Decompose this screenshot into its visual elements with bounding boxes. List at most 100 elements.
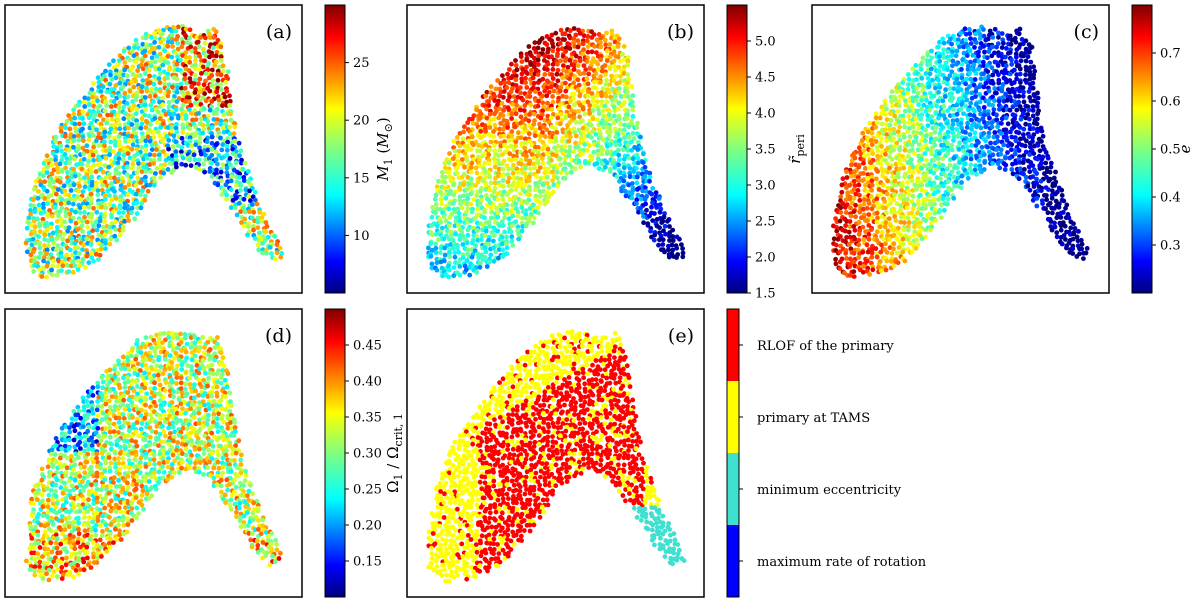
scatter-point: [969, 170, 975, 175]
scatter-point: [486, 220, 492, 225]
scatter-point: [81, 156, 87, 162]
scatter-point: [53, 247, 59, 253]
scatter-point: [192, 90, 198, 95]
scatter-point: [157, 80, 163, 86]
scatter-point: [143, 193, 148, 199]
scatter-point: [492, 160, 498, 165]
scatter-point: [192, 46, 198, 51]
scatter-point: [209, 174, 215, 179]
scatter-point: [967, 132, 973, 137]
scatter-point: [200, 122, 206, 128]
scatter-point: [500, 113, 506, 118]
scatter-point: [500, 204, 506, 210]
scatter-point: [909, 142, 915, 148]
scatter-point: [539, 156, 545, 162]
scatter-point: [516, 236, 521, 242]
scatter-point: [837, 218, 843, 224]
scatter-point: [55, 165, 60, 171]
scatter-point: [60, 236, 66, 242]
scatter-point: [527, 89, 533, 95]
scatter-point: [160, 31, 165, 37]
scatter-point: [433, 250, 439, 256]
scatter-point: [189, 48, 195, 54]
scatter-point: [860, 224, 866, 230]
scatter-point: [465, 120, 471, 126]
scatter-point: [102, 134, 107, 139]
scatter-point: [513, 111, 519, 117]
scatter-point: [911, 89, 917, 94]
scatter-point: [469, 134, 475, 140]
scatter-point: [541, 152, 546, 158]
scatter-point: [72, 241, 78, 246]
scatter-point: [880, 182, 886, 188]
scatter-point: [219, 87, 224, 92]
scatter-point: [648, 228, 653, 234]
scatter-point: [620, 147, 626, 153]
scatter-point: [277, 245, 283, 251]
scatter-point: [518, 85, 523, 90]
scatter-point: [451, 138, 457, 144]
scatter-point: [518, 114, 524, 120]
scatter-point: [546, 160, 552, 166]
scatter-point: [152, 59, 158, 65]
scatter-point: [151, 135, 157, 140]
scatter-point: [616, 152, 622, 158]
scatter-point: [844, 175, 850, 180]
scatter-point: [482, 160, 487, 166]
scatter-point: [1017, 26, 1023, 32]
scatter-point: [592, 44, 597, 49]
scatter-point: [95, 237, 100, 243]
scatter-point: [580, 88, 585, 94]
scatter-point: [143, 31, 149, 37]
scatter-point: [171, 133, 177, 139]
scatter-point: [457, 218, 463, 224]
scatter-point: [147, 152, 153, 158]
scatter-point: [100, 224, 106, 230]
scatter-point: [95, 192, 101, 198]
scatter-point: [125, 133, 131, 139]
scatter-point: [1026, 116, 1032, 122]
scatter-point: [886, 216, 892, 222]
scatter-point: [531, 215, 537, 221]
scatter-point: [507, 94, 512, 100]
scatter-point: [913, 135, 919, 140]
scatter-point: [624, 85, 630, 91]
scatter-point: [935, 98, 941, 104]
scatter-point: [497, 223, 502, 229]
scatter-point: [66, 147, 72, 153]
scatter-point: [580, 51, 586, 57]
scatter-point: [996, 98, 1002, 104]
scatter-point: [560, 75, 565, 81]
scatter-point: [540, 160, 546, 166]
scatter-point: [133, 131, 139, 136]
scatter-point: [487, 174, 492, 179]
scatter-point: [82, 104, 88, 109]
scatter-point: [524, 57, 530, 63]
scatter-point: [905, 196, 910, 202]
scatter-point: [616, 147, 621, 153]
scatter-point: [941, 55, 947, 60]
scatter-point: [989, 53, 995, 59]
scatter-point: [909, 103, 915, 109]
scatter-point: [918, 63, 923, 68]
scatter-point: [1031, 151, 1037, 157]
scatter-point: [439, 192, 445, 197]
scatter-point: [469, 116, 475, 122]
scatter-point: [838, 205, 844, 211]
scatter-point: [1060, 210, 1066, 215]
scatter-point: [1013, 39, 1019, 45]
scatter-point: [136, 165, 142, 171]
scatter-point: [662, 211, 667, 216]
scatter-point: [148, 122, 153, 127]
scatter-point: [429, 223, 434, 228]
scatter-point: [65, 238, 70, 244]
scatter-point: [219, 192, 225, 198]
scatter-point: [158, 39, 164, 45]
scatter-point: [124, 73, 130, 79]
scatter-point: [101, 117, 106, 123]
colorbar-gradient-b: [727, 5, 747, 293]
scatter-point: [553, 135, 558, 140]
scatter-point: [161, 149, 166, 155]
colorbar-label-b: r̃peri: [786, 134, 807, 164]
scatter-point: [482, 151, 488, 157]
